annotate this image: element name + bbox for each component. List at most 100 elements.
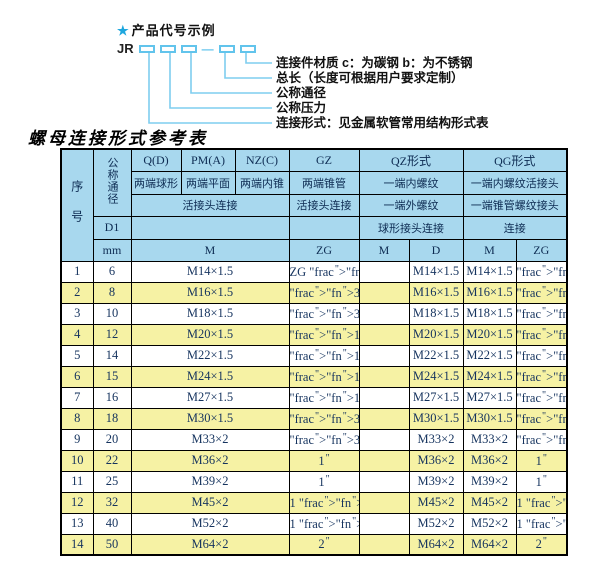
cell-qz-d: M39×2 bbox=[408, 470, 464, 493]
cell-qg-m: M18×1.5 bbox=[462, 302, 517, 325]
cell-qz-d: M36×2 bbox=[408, 449, 464, 472]
cell-gz: 1" bbox=[288, 470, 360, 493]
cell-qg-zg: "frac">"fn">1"fd">2" bbox=[515, 386, 568, 409]
cell-gz: 1 "frac">"fn">1"fd">4" bbox=[288, 491, 360, 514]
cell-qz-d: M27×1.5 bbox=[408, 386, 464, 409]
cell-no: 1 bbox=[60, 260, 94, 283]
code-box-1 bbox=[138, 44, 155, 53]
cell-qz-m bbox=[358, 449, 410, 472]
cell-qz-m bbox=[358, 428, 410, 451]
header-pm: PM(A) bbox=[180, 148, 236, 172]
code-box-4 bbox=[218, 44, 235, 53]
cell-dn: 32 bbox=[92, 491, 132, 514]
header-union-conn: 活接头连接 bbox=[130, 193, 290, 217]
cell-m: M16×1.5 bbox=[130, 281, 290, 304]
cell-qz-m bbox=[358, 407, 410, 430]
table-row: 920M33×2"frac">"fn">3"fd">4"M33×2M33×2"f… bbox=[60, 428, 568, 451]
cell-qg-m: M22×1.5 bbox=[462, 344, 517, 367]
cell-qg-m: M16×1.5 bbox=[462, 281, 517, 304]
cell-qz-d: M20×1.5 bbox=[408, 323, 464, 346]
cell-no: 13 bbox=[60, 512, 94, 535]
code-prefix: JR bbox=[117, 41, 134, 56]
cell-qg-zg: "frac">"fn">1"fd">2" bbox=[515, 344, 568, 367]
table-row: 615M24×1.5"frac">"fn">1"fd">2"M24×1.5M24… bbox=[60, 365, 568, 388]
cell-qz-m bbox=[358, 533, 410, 556]
cell-qg-m: M14×1.5 bbox=[462, 260, 517, 283]
cell-qg-zg: 1" bbox=[515, 449, 568, 472]
table-row: 10 22 M36×2 1" M36×2 M36×2 1" bbox=[60, 449, 568, 472]
cell-no: 6 bbox=[60, 365, 94, 388]
cell-m: M22×1.5 bbox=[130, 344, 290, 367]
cell-dn: 16 bbox=[92, 386, 132, 409]
cell-qz-m bbox=[358, 260, 410, 283]
cell-gz: "frac">"fn">1"fd">2" bbox=[288, 365, 360, 388]
diagram-heading: ★ 产品代号示例 bbox=[117, 20, 216, 39]
code-box-3 bbox=[180, 44, 197, 53]
cell-qg-m: M20×1.5 bbox=[462, 323, 517, 346]
table-row: 716M27×1.5"frac">"fn">1"fd">2"M27×1.5M27… bbox=[60, 386, 568, 409]
table-row: 11 25 M39×2 1" M39×2 M39×2 1" bbox=[60, 470, 568, 493]
label-pressure: 公称压力 bbox=[276, 101, 327, 115]
cell-qz-m bbox=[358, 386, 410, 409]
cell-qg-m: M24×1.5 bbox=[462, 365, 517, 388]
cell-qg-m: M52×2 bbox=[462, 512, 517, 535]
cell-qz-m bbox=[358, 512, 410, 535]
cell-qg-m: M27×1.5 bbox=[462, 386, 517, 409]
cell-qz-d: M45×2 bbox=[408, 491, 464, 514]
header-mm: mm bbox=[92, 238, 132, 262]
cell-qz-d: M33×2 bbox=[408, 428, 464, 451]
header-qg-m: M bbox=[462, 238, 517, 262]
header-qz-d: D bbox=[408, 238, 464, 262]
cell-no: 7 bbox=[60, 386, 94, 409]
cell-m: M39×2 bbox=[130, 470, 290, 493]
cell-gz: "frac">"fn">1"fd">2" bbox=[288, 323, 360, 346]
cell-m: M14×1.5 bbox=[130, 260, 290, 283]
cell-qg-m: M64×2 bbox=[462, 533, 517, 556]
cell-no: 10 bbox=[60, 449, 94, 472]
header-qg-sub3: 连接 bbox=[462, 215, 568, 240]
header-seq: 序号 bbox=[60, 148, 94, 262]
cell-gz: "frac">"fn">3"fd">8" bbox=[288, 302, 360, 325]
table-row: 14 50 M64×2 2" M64×2 M64×2 2" bbox=[60, 533, 568, 556]
cell-no: 11 bbox=[60, 470, 94, 493]
cell-gz: ZG "frac">"fn">1"fd">4" bbox=[288, 260, 360, 283]
code-connector-lines bbox=[148, 53, 272, 124]
cell-qz-d: M30×1.5 bbox=[408, 407, 464, 430]
label-length: 总长（长度可根据用户要求定制） bbox=[276, 71, 464, 85]
header-qz: QZ形式 bbox=[358, 148, 464, 172]
cell-qz-m bbox=[358, 365, 410, 388]
header-qz-sub1: 一端内螺纹 bbox=[358, 170, 464, 195]
cell-m: M33×2 bbox=[130, 428, 290, 451]
cell-dn: 14 bbox=[92, 344, 132, 367]
cell-dn: 40 bbox=[92, 512, 132, 535]
cell-no: 9 bbox=[60, 428, 94, 451]
header-pm-sub: 两端平面 bbox=[180, 170, 236, 195]
cell-dn: 12 bbox=[92, 323, 132, 346]
header-zg: ZG bbox=[288, 238, 360, 262]
header-qz-sub3: 球形接头连接 bbox=[358, 215, 464, 240]
cell-qz-d: M22×1.5 bbox=[408, 344, 464, 367]
table-title: 螺母连接形式参考表 bbox=[28, 129, 208, 149]
cell-qz-m bbox=[358, 491, 410, 514]
cell-no: 4 bbox=[60, 323, 94, 346]
cell-dn: 50 bbox=[92, 533, 132, 556]
code-box-5 bbox=[239, 44, 256, 53]
table-header: 序号 公称通径 Q(D) PM(A) NZ(C) GZ QZ形式 QG形式 两端… bbox=[60, 148, 568, 262]
cell-m: M36×2 bbox=[130, 449, 290, 472]
cell-dn: 6 bbox=[92, 260, 132, 283]
cell-dn: 18 bbox=[92, 407, 132, 430]
header-d1: D1 bbox=[92, 215, 132, 240]
cell-qg-zg: "frac">"fn">3"fd">8" bbox=[515, 281, 568, 304]
cell-qz-d: M24×1.5 bbox=[408, 365, 464, 388]
cell-qz-m bbox=[358, 344, 410, 367]
cell-dn: 15 bbox=[92, 365, 132, 388]
table-row: 412M20×1.5"frac">"fn">1"fd">2"M20×1.5M20… bbox=[60, 323, 568, 346]
header-qg: QG形式 bbox=[462, 148, 568, 172]
cell-qz-d: M16×1.5 bbox=[408, 281, 464, 304]
cell-qz-d: M18×1.5 bbox=[408, 302, 464, 325]
cell-qg-m: M39×2 bbox=[462, 470, 517, 493]
cell-m: M64×2 bbox=[130, 533, 290, 556]
cell-gz: "frac">"fn">3"fd">4" bbox=[288, 428, 360, 451]
